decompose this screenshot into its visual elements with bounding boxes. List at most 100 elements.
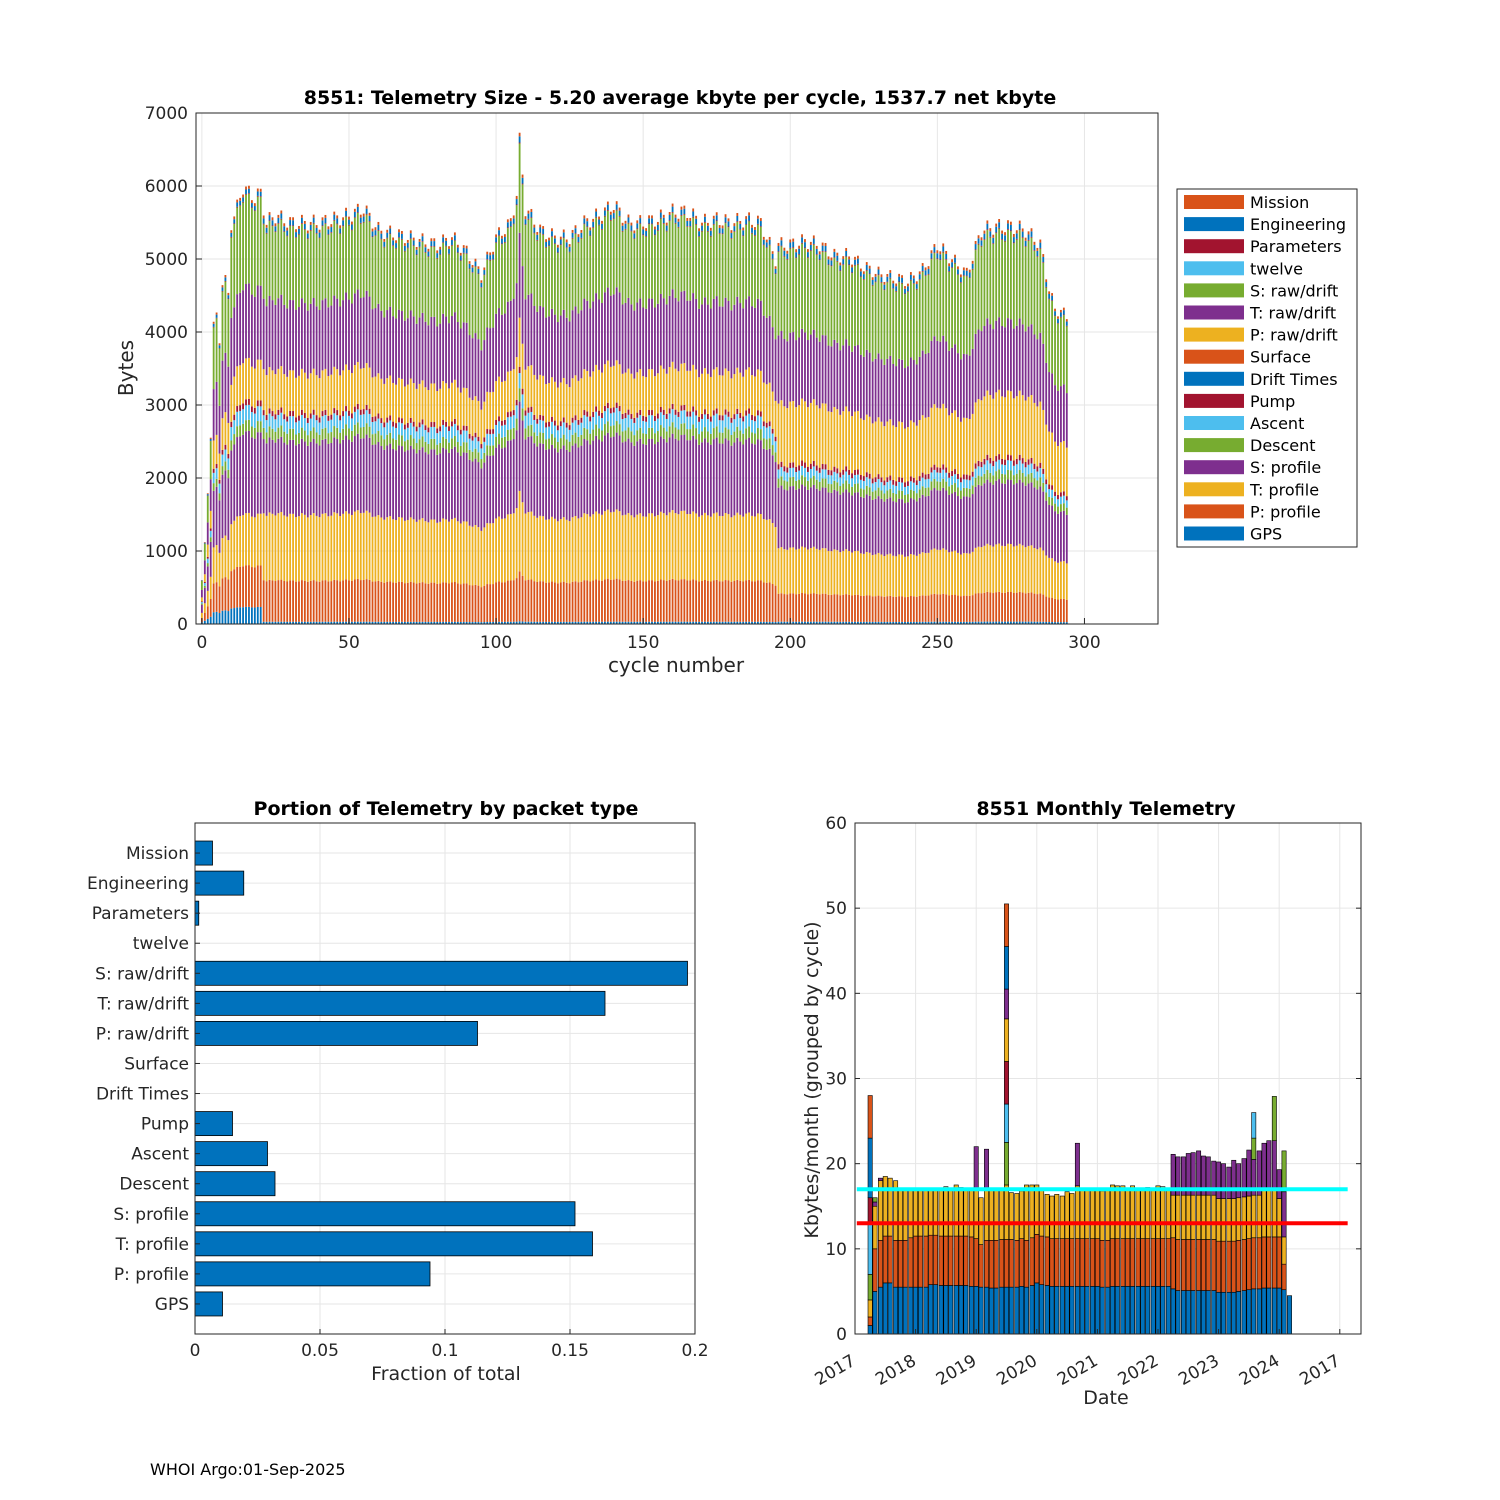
top-bar-segment-t-profile xyxy=(986,543,989,592)
top-bar-segment-t-profile xyxy=(1062,561,1065,599)
top-bar-segment-p-raw-drift xyxy=(889,419,892,476)
top-bar-segment-t-profile xyxy=(1048,557,1051,598)
top-x-axis-label: cycle number xyxy=(608,653,745,677)
top-bar-cycle-213 xyxy=(827,256,830,624)
top-bar-segment-t-profile xyxy=(715,512,718,580)
br-bar-segment-t-profile xyxy=(1281,1236,1287,1265)
br-bar-segment-t-profile xyxy=(1231,1198,1237,1242)
top-bar-cycle-141 xyxy=(615,201,618,624)
top-bar-segment-engineering xyxy=(309,224,312,230)
top-bar-segment-t-raw-drift xyxy=(318,310,321,379)
br-y-tick-label: 60 xyxy=(825,814,847,834)
top-bar-segment-t-profile xyxy=(718,515,721,582)
top-bar-segment-p-profile xyxy=(436,583,439,622)
top-bar-segment-t-raw-drift xyxy=(1024,331,1027,401)
top-bar-segment-s-raw-drift xyxy=(595,217,598,294)
top-bar-cycle-241 xyxy=(909,272,912,624)
top-bar-segment-descent xyxy=(627,427,630,439)
top-x-tick-label: 50 xyxy=(338,633,360,653)
top-bar-segment-p-raw-drift xyxy=(665,373,668,414)
top-bar-segment-s-profile xyxy=(621,442,624,516)
top-bar-segment-descent xyxy=(271,428,274,440)
top-bar-segment-s-raw-drift xyxy=(739,229,742,304)
br-bar-segment-p-profile xyxy=(898,1240,903,1288)
top-bar-segment-descent xyxy=(506,429,509,441)
br-bar-segment-gps xyxy=(968,1286,974,1335)
top-bar-segment-engineering xyxy=(968,272,971,278)
top-bar-segment-gps xyxy=(862,621,865,624)
br-bar-segment-t-profile xyxy=(943,1186,949,1237)
top-bar-segment-s-raw-drift xyxy=(821,251,824,336)
top-bar-segment-descent xyxy=(524,428,527,440)
top-bar-segment-t-raw-drift xyxy=(709,308,712,377)
top-bar-segment-pump xyxy=(907,481,909,486)
top-bar-segment-p-profile xyxy=(598,580,600,622)
top-bar-segment-pump xyxy=(951,471,953,477)
top-bar-segment-s-raw-drift xyxy=(686,226,689,301)
top-bar-segment-engineering xyxy=(503,237,506,242)
top-bar-segment-p-profile xyxy=(974,593,977,622)
top-bar-segment-descent xyxy=(754,433,756,445)
legend-swatch-s-profile xyxy=(1184,460,1244,475)
top-bar-segment-pump xyxy=(365,404,368,411)
top-bar-cycle-17 xyxy=(250,200,253,624)
top-bar-segment-ascent xyxy=(489,434,492,446)
top-bar-segment-pump xyxy=(227,453,230,459)
top-bar-segment-p-profile xyxy=(262,580,265,622)
top-bar-segment-p-profile xyxy=(936,594,939,622)
top-bar-segment-t-raw-drift xyxy=(742,308,745,377)
top-bar-segment-t-raw-drift xyxy=(212,389,215,441)
top-bar-cycle-134 xyxy=(595,208,598,624)
top-bar-segment-t-raw-drift xyxy=(351,303,353,374)
top-bar-segment-ascent xyxy=(265,420,268,433)
top-bar-segment-t-raw-drift xyxy=(256,285,259,360)
top-bar-segment-parameters xyxy=(271,225,274,227)
br-bar-segment-p-profile xyxy=(1241,1239,1247,1291)
bl-bar-t-profile xyxy=(194,1231,593,1257)
br-bar-month-71 xyxy=(1226,1166,1232,1335)
top-bar-segment-t-raw-drift xyxy=(895,366,898,428)
top-bar-segment-s-profile xyxy=(586,440,589,515)
top-bar-segment-gps xyxy=(268,621,271,624)
top-bar-cycle-116 xyxy=(542,226,545,624)
top-bar-segment-s-raw-drift xyxy=(665,231,668,305)
top-bar-segment-mission xyxy=(812,235,815,239)
top-bar-segment-pump xyxy=(209,528,212,531)
top-bar-segment-s-profile xyxy=(912,499,915,555)
top-bar-segment-t-profile xyxy=(256,513,259,566)
top-bar-cycle-93 xyxy=(474,258,477,624)
top-bar-segment-descent xyxy=(406,439,409,451)
top-bar-segment-ascent xyxy=(236,411,239,427)
top-bar-segment-p-raw-drift xyxy=(706,373,709,414)
top-bar-segment-gps xyxy=(589,621,592,624)
top-bar-segment-engineering xyxy=(980,240,983,246)
br-bar-segment-p-profile xyxy=(908,1237,914,1288)
top-bar-segment-t-profile xyxy=(362,512,365,580)
top-bar-cycle-142 xyxy=(618,207,621,624)
top-bar-segment-s-profile xyxy=(601,441,603,515)
top-bar-segment-descent xyxy=(1051,497,1054,506)
top-bar-segment-engineering xyxy=(615,204,618,210)
top-bar-segment-descent xyxy=(512,427,515,440)
top-bar-segment-t-raw-drift xyxy=(939,341,942,409)
top-bar-segment-engineering xyxy=(721,228,724,234)
top-bar-segment-t-profile xyxy=(948,552,951,596)
top-bar-segment-t-profile xyxy=(383,519,386,583)
top-bar-segment-s-raw-drift xyxy=(1033,250,1036,335)
top-bar-segment-pump xyxy=(536,418,539,424)
top-bar-segment-pump xyxy=(477,436,480,442)
top-bar-segment-s-raw-drift xyxy=(924,275,927,354)
top-bar-segment-p-profile xyxy=(736,579,739,622)
top-bar-segment-p-profile xyxy=(303,580,306,622)
top-bar-segment-p-profile xyxy=(768,582,771,622)
br-bar-segment-p-profile xyxy=(1211,1239,1217,1291)
top-bar-segment-p-profile xyxy=(989,592,992,622)
top-bar-segment-gps xyxy=(286,621,289,624)
top-bar-segment-p-profile xyxy=(456,583,459,622)
top-bar-segment-pump xyxy=(580,417,583,423)
top-bar-segment-ascent xyxy=(651,415,653,428)
top-bar-segment-descent xyxy=(606,421,609,433)
top-bar-segment-parameters xyxy=(659,217,662,219)
top-bar-segment-t-profile xyxy=(854,551,856,595)
top-bar-segment-engineering xyxy=(286,230,289,236)
